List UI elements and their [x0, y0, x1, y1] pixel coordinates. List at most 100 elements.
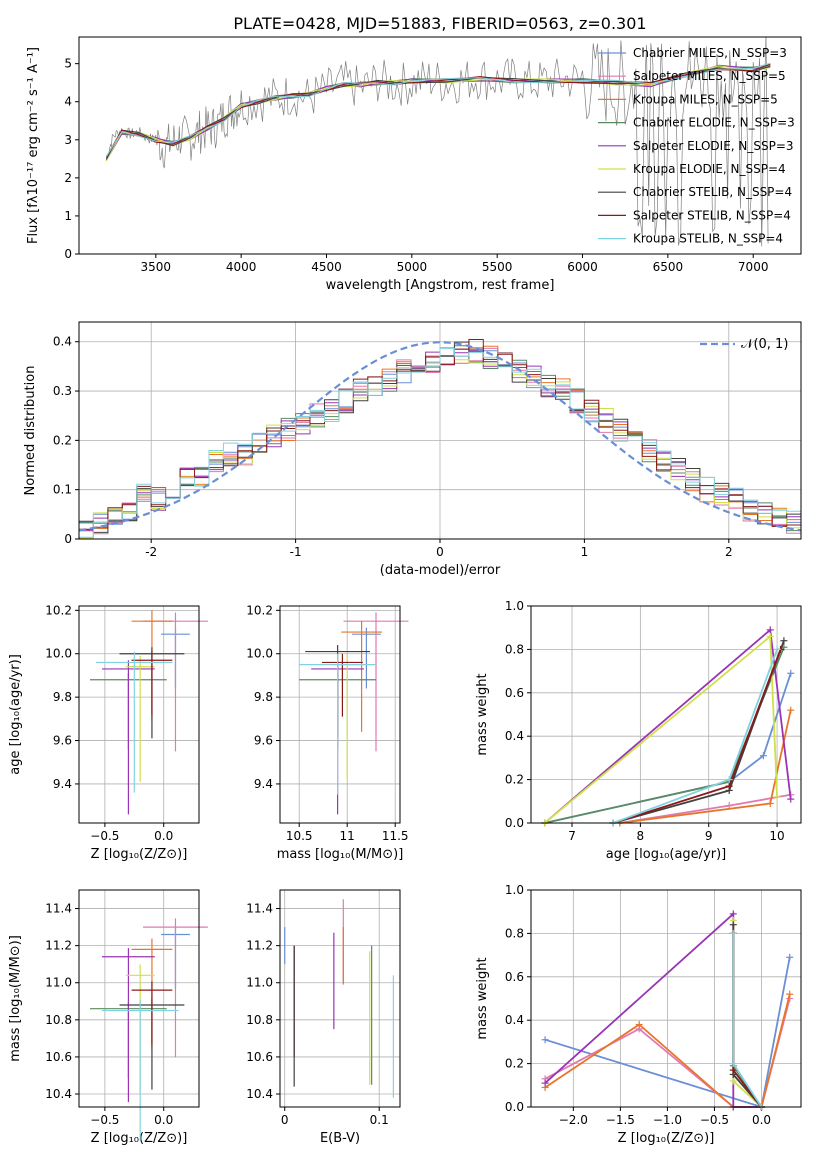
- y-axis-label: Normed distribution: [23, 366, 38, 496]
- y-tick-label: 0.4: [505, 1013, 524, 1027]
- x-tick-label: 0.0: [154, 829, 173, 843]
- y-tick-label: 10.2: [246, 603, 273, 617]
- model-line: [105, 65, 771, 162]
- legend-label: Kroupa MILES, N_SSP=5: [633, 92, 778, 106]
- y-tick-label: 0.3: [53, 384, 72, 398]
- x-axis-label: E(B-V): [320, 1131, 360, 1146]
- weight-vs-Z-frame: [530, 889, 802, 1108]
- y-axis-label: mass weight: [475, 673, 490, 755]
- x-tick-label: 0: [281, 1113, 289, 1127]
- legend-label: Salpeter ELODIE, N_SSP=3: [633, 139, 794, 153]
- x-tick-label: −2.0: [559, 1113, 588, 1127]
- y-tick-label: 2: [64, 171, 72, 185]
- x-tick-label: -2: [145, 545, 157, 559]
- y-tick-label: 1: [64, 209, 72, 223]
- y-tick-label: 10.8: [246, 1013, 273, 1027]
- y-tick-label: 10.6: [45, 1050, 72, 1064]
- y-tick-label: 9.6: [53, 734, 72, 748]
- x-tick-label: 5000: [397, 260, 428, 274]
- weight-series-line: [544, 911, 762, 1108]
- age-vs-mass-axes: 10.5 11 11.5 9.4 9.6 9.8 10.0 10.2 mass [log₁₀(M…: [246, 603, 408, 862]
- weight-series-line: [544, 628, 792, 824]
- x-tick-label: 0.0: [154, 1113, 173, 1127]
- x-axis-label: Z [log₁₀(Z/Z⊙)]: [91, 1131, 188, 1146]
- y-tick-label: 4: [64, 95, 72, 109]
- y-tick-label: 9.4: [254, 777, 273, 791]
- y-tick-label: 5: [64, 57, 72, 71]
- x-tick-label: 2: [725, 545, 733, 559]
- weight-vs-Z-axes: −2.0 −1.5 −1.0 −0.5 0.0 0.0 0.2 0.4 0.6 0.8 1.0 Z […: [475, 883, 802, 1146]
- x-tick-label: 11.5: [382, 829, 409, 843]
- x-tick-label: −0.5: [90, 1113, 119, 1127]
- y-tick-label: 0: [64, 532, 72, 546]
- x-tick-label: 11: [340, 829, 355, 843]
- y-tick-label: 11.4: [45, 902, 72, 916]
- x-tick-label: 4000: [226, 260, 257, 274]
- age-vs-Z-points: [90, 610, 208, 815]
- age-vs-Z-frame: [78, 605, 200, 824]
- y-tick-label: 0.6: [505, 970, 524, 984]
- x-axis-label: Z [log₁₀(Z/Z⊙)]: [91, 847, 188, 862]
- y-tick-label: 10.6: [246, 1050, 273, 1064]
- x-tick-label: 10: [769, 829, 784, 843]
- plots: 3500 4000 4500 5000 5500 6000 6500 7000012345wa…: [8, 36, 802, 1146]
- y-tick-label: 11.4: [246, 902, 273, 916]
- x-tick-label: 5500: [482, 260, 513, 274]
- age-vs-mass-points: [299, 612, 409, 815]
- mass-vs-ebv-frame: [279, 889, 401, 1108]
- y-tick-label: 3: [64, 133, 72, 147]
- y-tick-label: 11.0: [45, 976, 72, 990]
- x-tick-label: 9: [705, 829, 713, 843]
- model-line: [105, 62, 771, 157]
- mass-vs-ebv-axes: 0 0.1 10.4 10.6 10.8 11.0 11.2 11.4 E(B-V): [246, 889, 401, 1146]
- histograms: [79, 339, 801, 539]
- x-axis-label: Z [log₁₀(Z/Z⊙)]: [618, 1131, 715, 1146]
- y-tick-label: 11.2: [45, 939, 72, 953]
- figure-title: PLATE=0428, MJD=51883, FIBERID=0563, z=0…: [233, 14, 646, 33]
- x-tick-label: 6000: [567, 260, 598, 274]
- y-tick-label: 10.4: [45, 1087, 72, 1101]
- spectrum-frame: [78, 36, 802, 255]
- x-tick-label: −1.5: [606, 1113, 635, 1127]
- model-line: [105, 64, 771, 159]
- x-tick-label: -1: [290, 545, 302, 559]
- x-axis-label: mass [log₁₀(M/M⊙)]: [277, 847, 404, 862]
- y-tick-label: 0.0: [505, 1100, 524, 1114]
- normal-curve-line: [79, 341, 801, 532]
- y-tick-label: 11.2: [246, 939, 273, 953]
- y-tick-label: 9.8: [53, 690, 72, 704]
- weight-vs-age-frame: [530, 605, 802, 824]
- y-tick-label: 10.8: [45, 1013, 72, 1027]
- y-tick-label: 1.0: [505, 883, 524, 897]
- spectrum-axes: 3500 4000 4500 5000 5500 6000 6500 7000 0 1 2 3 4 5 wa…: [26, 36, 802, 293]
- y-tick-label: 0.4: [505, 729, 524, 743]
- legend-label: 𝒩(0, 1): [741, 337, 788, 352]
- x-tick-label: 0: [436, 545, 444, 559]
- y-tick-label: 0.0: [505, 816, 524, 830]
- x-tick-label: 8: [637, 829, 645, 843]
- residuals-frame: [78, 321, 802, 540]
- y-tick-label: 0.8: [505, 926, 524, 940]
- y-tick-label: 0.1: [53, 483, 72, 497]
- x-tick-label: −0.5: [700, 1113, 729, 1127]
- legend-label: Chabrier ELODIE, N_SSP=3: [633, 116, 795, 130]
- y-tick-label: 0.2: [505, 773, 524, 787]
- y-tick-label: 0: [64, 247, 72, 261]
- y-axis-label: Flux [fλ10⁻¹⁷ erg cm⁻² s⁻¹ A⁻¹]: [26, 47, 41, 244]
- mass-vs-Z-frame: [78, 889, 200, 1108]
- y-tick-label: 10.0: [45, 647, 72, 661]
- legend-label: Kroupa ELODIE, N_SSP=4: [633, 162, 786, 176]
- weight-vs-age-axes: 7 8 9 10 0.0 0.2 0.4 0.6 0.8 1.0 age [log₁₀(age/yr…: [475, 599, 802, 862]
- x-tick-label: 4500: [311, 260, 342, 274]
- y-axis-label: mass weight: [475, 957, 490, 1039]
- mass-vs-Z-points: [90, 918, 208, 1141]
- spectrum-lines: [105, 37, 771, 247]
- y-tick-label: 9.8: [254, 690, 273, 704]
- histogram-step-line: [79, 347, 801, 538]
- spectrum-legend: Chabrier MILES, N_SSP=3 Salpeter MILES, N…: [598, 46, 795, 246]
- x-axis-label: age [log₁₀(age/yr)]: [606, 847, 727, 862]
- legend-label: Salpeter STELIB, N_SSP=4: [633, 208, 791, 222]
- y-axis-label: age [log₁₀(age/yr)]: [8, 654, 23, 775]
- age-vs-mass-frame: [279, 605, 401, 824]
